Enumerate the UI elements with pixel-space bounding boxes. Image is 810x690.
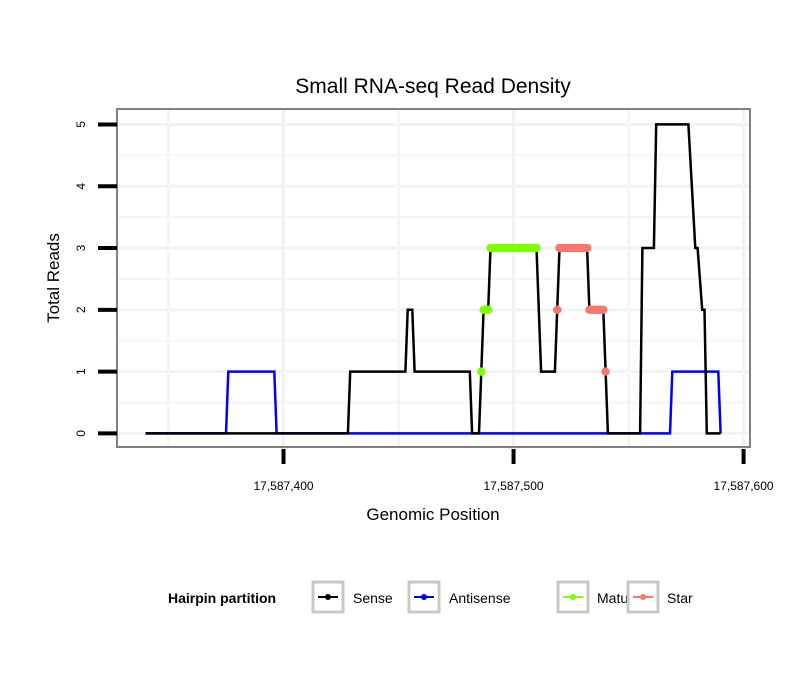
x-tick-label: 17,587,600 xyxy=(714,479,774,493)
x-tick-label: 17,587,400 xyxy=(253,479,313,493)
legend-label-sense: Sense xyxy=(353,590,393,606)
y-tick-label: 2 xyxy=(74,306,88,313)
x-tick-label: 17,587,500 xyxy=(484,479,544,493)
data-point-star xyxy=(601,367,610,376)
legend-key-point xyxy=(640,594,646,600)
y-tick-label: 4 xyxy=(74,183,88,190)
data-point-mature xyxy=(477,367,486,376)
data-point-star xyxy=(599,305,608,315)
legend-item-sense: Sense xyxy=(311,580,393,614)
data-point-star xyxy=(582,243,592,253)
legend-label-star: Star xyxy=(667,590,693,606)
legend-key-point xyxy=(570,594,576,600)
legend-key-point xyxy=(325,594,331,600)
series-points xyxy=(477,243,610,376)
x-axis-title: Genomic Position xyxy=(366,505,499,524)
legend-label-antisense: Antisense xyxy=(449,590,511,606)
x-axis: 17,587,400 17,587,500 17,587,600 xyxy=(253,449,774,493)
grid-lines xyxy=(117,109,750,447)
data-point-star xyxy=(553,305,562,315)
legend-title: Hairpin partition xyxy=(168,590,276,606)
legend-item-star: Star xyxy=(626,580,693,614)
legend-items: Sense Antisense Mature Star xyxy=(311,580,693,614)
y-tick-label: 3 xyxy=(74,244,88,251)
panel-border xyxy=(116,108,751,448)
legend-item-antisense: Antisense xyxy=(407,580,511,614)
legend-key-point xyxy=(421,594,427,600)
y-tick-label: 0 xyxy=(74,430,88,437)
y-tick-label: 1 xyxy=(74,368,88,375)
y-axis: 0 1 2 3 4 5 xyxy=(74,121,117,437)
y-tick-label: 5 xyxy=(74,121,88,128)
plot-panel xyxy=(116,108,751,448)
data-point-mature xyxy=(484,305,493,315)
data-point-mature xyxy=(532,243,541,253)
chart-title: Small RNA-seq Read Density xyxy=(295,75,571,98)
legend: Hairpin partition Sense Antisense Mature St… xyxy=(168,580,693,614)
y-axis-title: Total Reads xyxy=(44,233,63,323)
